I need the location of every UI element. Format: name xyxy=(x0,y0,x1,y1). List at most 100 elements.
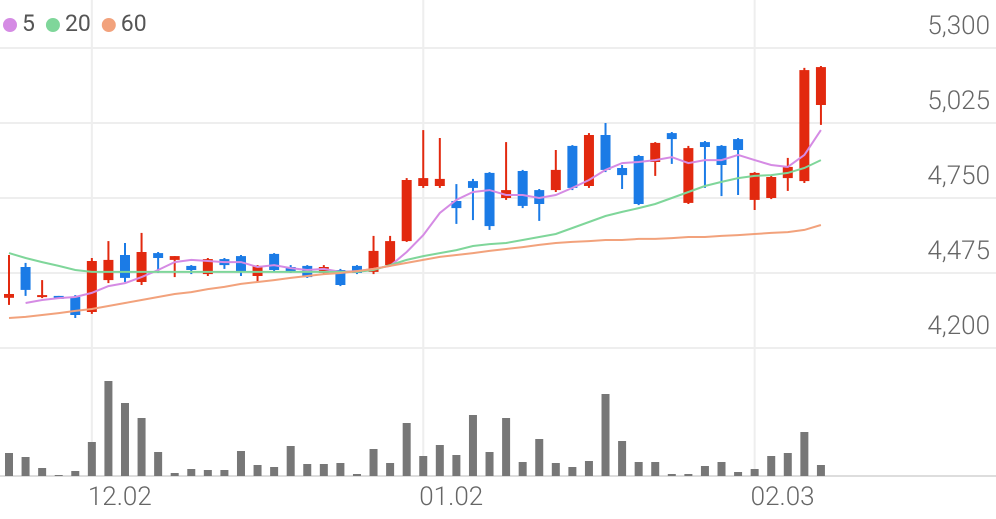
volume-bar xyxy=(286,446,295,476)
volume-bar xyxy=(684,474,693,476)
y-tick-label: 5,300 xyxy=(927,11,990,41)
volume-bar xyxy=(800,432,809,476)
candle-body xyxy=(666,133,677,140)
volume-bar xyxy=(253,465,262,476)
volume-bar xyxy=(816,465,825,476)
candle-body xyxy=(169,256,180,260)
candle-body xyxy=(517,171,528,206)
candle-body xyxy=(583,135,594,186)
volume-bar xyxy=(54,475,63,476)
ma-line xyxy=(25,129,822,304)
candle-body xyxy=(136,252,147,282)
x-tick-label: 12.02 xyxy=(88,482,152,512)
candle-body xyxy=(70,297,81,315)
candle-body xyxy=(617,168,628,176)
y-tick-label: 4,750 xyxy=(927,161,990,191)
volume-bar xyxy=(551,463,560,476)
candle-body xyxy=(683,148,694,203)
volume-bar xyxy=(783,453,792,476)
candle-body xyxy=(799,70,810,182)
legend-label: 5 xyxy=(22,10,35,37)
volume-bar xyxy=(369,449,378,476)
volume-bar xyxy=(618,441,627,476)
volume-bar xyxy=(336,463,345,476)
candle-body xyxy=(235,256,246,272)
volume-bar xyxy=(303,464,312,476)
volume-bar xyxy=(154,452,163,476)
candle-body xyxy=(716,145,727,165)
candle-body xyxy=(86,261,97,312)
volume-bar xyxy=(352,474,361,476)
volume-bar xyxy=(717,462,726,476)
volume-bar xyxy=(435,445,444,476)
x-tick-label: 01.02 xyxy=(419,482,483,512)
candle-body xyxy=(733,139,744,150)
volume-bar xyxy=(120,403,129,476)
candle-body xyxy=(368,250,379,272)
candle-body xyxy=(600,135,611,170)
candle-body xyxy=(335,270,346,285)
volume-bar xyxy=(502,418,511,476)
volume-bar xyxy=(319,464,328,476)
volume-bar xyxy=(734,472,743,476)
volume-bar xyxy=(270,467,279,476)
volume-bar xyxy=(203,470,212,476)
ma-line xyxy=(8,224,822,319)
volume-bar xyxy=(700,466,709,476)
candle-body xyxy=(815,67,826,105)
candle-body xyxy=(467,181,478,188)
volume-bar xyxy=(634,462,643,476)
volume-bar xyxy=(651,462,660,476)
volume-bar xyxy=(21,457,30,476)
candle-body xyxy=(451,201,462,209)
candle-body xyxy=(766,177,777,198)
candle-body xyxy=(37,295,48,298)
volume-bar xyxy=(667,474,676,476)
volume-bar xyxy=(601,394,610,476)
volume-bar xyxy=(535,439,544,476)
y-tick-label: 4,200 xyxy=(927,311,990,341)
volume-bar xyxy=(386,463,395,476)
candle-body xyxy=(20,267,31,290)
volume-bar xyxy=(419,456,428,476)
candle-body xyxy=(202,259,213,275)
volume-bar xyxy=(750,469,759,476)
volume-bar xyxy=(170,473,179,476)
volume-bar xyxy=(220,470,229,476)
volume-bar xyxy=(71,471,80,476)
volume-bar xyxy=(584,461,593,476)
ma-line xyxy=(8,159,822,273)
candle-body xyxy=(749,172,760,200)
x-tick-label: 02.03 xyxy=(751,482,815,512)
legend-swatch xyxy=(101,18,116,32)
candle-body xyxy=(103,259,114,281)
volume-bar xyxy=(485,452,494,476)
candle-body xyxy=(484,172,495,227)
legend-label: 60 xyxy=(121,10,147,37)
volume-bar xyxy=(38,468,47,476)
volume-bar xyxy=(236,451,245,476)
candle-body xyxy=(650,142,661,162)
volume-bar xyxy=(104,381,113,476)
candle-body xyxy=(385,241,396,266)
candle-body xyxy=(318,267,329,273)
candle-body xyxy=(153,253,164,258)
y-tick-label: 4,475 xyxy=(927,236,990,266)
candle-body xyxy=(699,142,710,147)
volume-bar xyxy=(87,442,96,476)
candle-body xyxy=(119,255,130,278)
legend-label: 20 xyxy=(65,10,91,37)
candle-body xyxy=(4,294,14,298)
volume-bar xyxy=(137,418,146,476)
y-tick-label: 5,025 xyxy=(927,86,990,116)
candle-body xyxy=(434,178,445,186)
candle-body xyxy=(351,265,362,273)
volume-bar xyxy=(468,415,477,476)
volume-bar xyxy=(452,455,461,476)
legend-swatch xyxy=(3,18,17,32)
volume-bar xyxy=(568,467,577,476)
candle-body xyxy=(567,145,578,188)
candle-body xyxy=(401,180,412,242)
candle-body xyxy=(269,253,280,270)
